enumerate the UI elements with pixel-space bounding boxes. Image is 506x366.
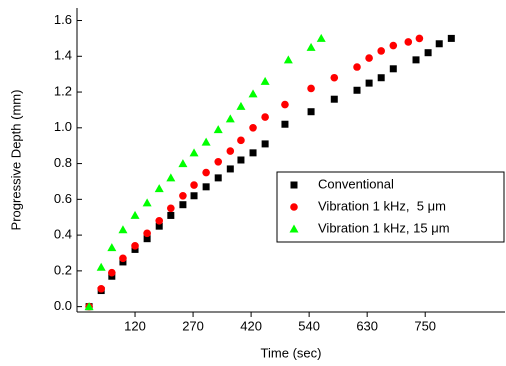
- y-tick-label: 0.0: [54, 298, 72, 313]
- point: [424, 49, 432, 57]
- point: [167, 204, 175, 213]
- point: [330, 73, 339, 82]
- point: [214, 174, 222, 182]
- y-tick-label: 0.2: [54, 262, 72, 277]
- point: [189, 148, 199, 157]
- point: [389, 65, 397, 73]
- legend-label: Vibration 1 kHz, 15 μm: [318, 220, 450, 235]
- point: [283, 55, 293, 64]
- point: [84, 302, 94, 311]
- point: [377, 74, 385, 82]
- point: [226, 147, 235, 155]
- point: [365, 79, 373, 87]
- point: [447, 34, 455, 42]
- point: [97, 284, 105, 293]
- point: [213, 125, 223, 134]
- point: [377, 47, 385, 55]
- point: [307, 84, 315, 93]
- point: [435, 40, 443, 48]
- point: [330, 95, 338, 103]
- point: [202, 183, 210, 191]
- y-tick-label: 1.2: [54, 83, 72, 98]
- point: [118, 225, 128, 234]
- point: [119, 254, 127, 263]
- point: [248, 89, 258, 98]
- point: [190, 192, 198, 200]
- legend-marker: [290, 181, 298, 189]
- point: [190, 181, 198, 189]
- point: [179, 191, 187, 200]
- point: [306, 42, 316, 51]
- point: [237, 156, 245, 164]
- point: [412, 56, 420, 64]
- y-axis-label: Progressive Depth (mm): [8, 90, 23, 231]
- x-tick-label: 270: [182, 318, 204, 333]
- point: [281, 100, 289, 109]
- legend-label: Vibration 1 kHz, 5 μm: [318, 198, 446, 213]
- point: [261, 140, 269, 148]
- point: [96, 262, 106, 271]
- legend-label: Conventional: [318, 176, 394, 191]
- point: [201, 137, 211, 146]
- point: [237, 136, 245, 145]
- point: [202, 168, 210, 177]
- legend-marker: [290, 203, 298, 211]
- point: [155, 222, 163, 230]
- x-tick-label: 120: [124, 318, 146, 333]
- point: [353, 63, 361, 71]
- point: [155, 217, 164, 225]
- y-tick-label: 0.4: [54, 227, 72, 242]
- point: [178, 159, 188, 168]
- legend-box: [276, 171, 505, 243]
- y-tick-label: 0.6: [54, 191, 72, 206]
- point: [404, 38, 413, 46]
- point: [236, 101, 246, 110]
- x-axis-label: Time (sec): [261, 345, 322, 360]
- point: [108, 268, 116, 277]
- y-tick-label: 1.6: [54, 12, 72, 27]
- point: [143, 235, 151, 243]
- point: [225, 114, 235, 123]
- point: [365, 54, 373, 62]
- x-tick-label: 750: [414, 318, 436, 333]
- legend-marker: [289, 224, 299, 233]
- x-tick-label: 630: [356, 318, 378, 333]
- point: [415, 34, 424, 43]
- point: [316, 33, 326, 42]
- point: [260, 76, 270, 85]
- point: [142, 198, 152, 207]
- point: [261, 113, 269, 121]
- x-tick-label: 540: [298, 318, 320, 333]
- point: [307, 108, 315, 116]
- point: [179, 201, 187, 209]
- point: [154, 184, 164, 193]
- point: [131, 242, 139, 250]
- y-tick-label: 1.4: [54, 48, 72, 63]
- point: [143, 229, 151, 238]
- y-tick-label: 0.8: [54, 155, 72, 170]
- point: [214, 157, 223, 166]
- point: [353, 86, 361, 94]
- x-tick-label: 420: [240, 318, 262, 333]
- point: [107, 243, 117, 252]
- y-tick-label: 1.0: [54, 119, 72, 134]
- point: [226, 165, 234, 173]
- point: [249, 124, 257, 132]
- point: [281, 120, 289, 128]
- point: [249, 149, 257, 157]
- point: [130, 210, 140, 219]
- point: [389, 41, 398, 50]
- point: [166, 173, 176, 182]
- point: [167, 211, 175, 219]
